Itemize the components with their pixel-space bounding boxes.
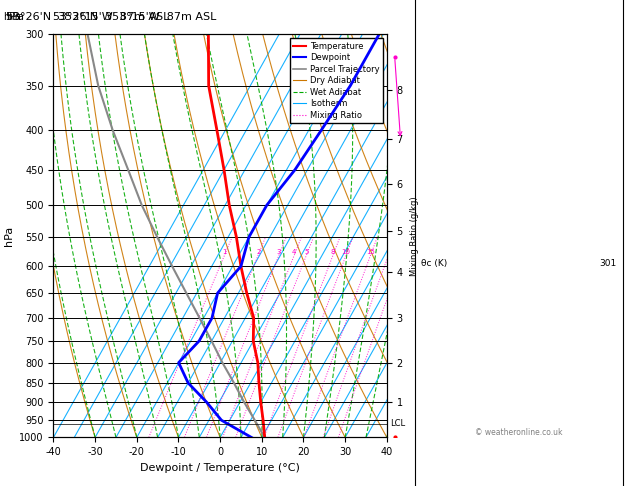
Text: 3: 3 bbox=[277, 249, 281, 255]
Text: 53°26'N  353°15'W  87m ASL: 53°26'N 353°15'W 87m ASL bbox=[6, 12, 170, 22]
Text: 15: 15 bbox=[366, 249, 375, 255]
Text: 8: 8 bbox=[331, 249, 335, 255]
Text: 5: 5 bbox=[304, 249, 309, 255]
Text: θᴄ (K): θᴄ (K) bbox=[421, 259, 448, 268]
Text: Mixing Ratio (g/kg): Mixing Ratio (g/kg) bbox=[410, 196, 419, 276]
Text: 301: 301 bbox=[599, 259, 616, 268]
Text: 53°26'N  353°15'W  87m ASL: 53°26'N 353°15'W 87m ASL bbox=[53, 12, 217, 22]
Text: 10: 10 bbox=[342, 249, 351, 255]
Text: 2: 2 bbox=[256, 249, 260, 255]
X-axis label: Dewpoint / Temperature (°C): Dewpoint / Temperature (°C) bbox=[140, 463, 300, 473]
Text: hPa: hPa bbox=[6, 12, 24, 22]
Y-axis label: hPa: hPa bbox=[4, 226, 14, 246]
Text: LCL: LCL bbox=[390, 419, 405, 428]
Text: 1: 1 bbox=[223, 249, 227, 255]
Legend: Temperature, Dewpoint, Parcel Trajectory, Dry Adiabat, Wet Adiabat, Isotherm, Mi: Temperature, Dewpoint, Parcel Trajectory… bbox=[290, 38, 382, 123]
Text: hPa: hPa bbox=[3, 12, 21, 22]
Bar bbox=[415, 0, 623, 486]
Text: 4: 4 bbox=[292, 249, 296, 255]
Text: © weatheronline.co.uk: © weatheronline.co.uk bbox=[475, 428, 563, 437]
